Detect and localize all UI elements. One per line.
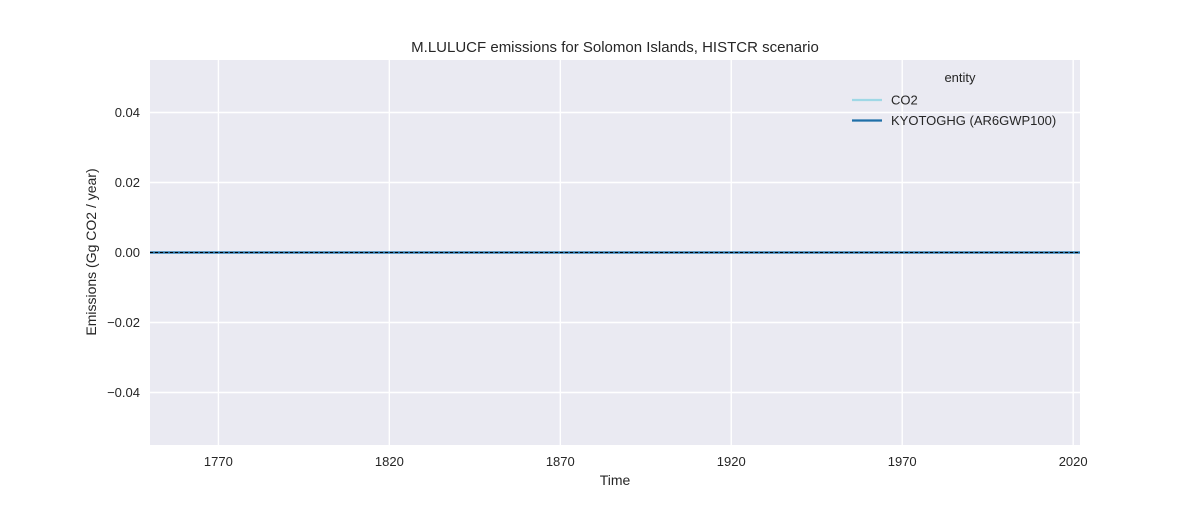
x-axis-label: Time [600, 472, 631, 488]
y-tick-label: 0.02 [115, 175, 140, 190]
y-tick-label: 0.00 [115, 245, 140, 260]
y-tick-label: −0.04 [107, 385, 140, 400]
x-tick-label: 1970 [888, 454, 917, 469]
x-tick-label: 2020 [1059, 454, 1088, 469]
x-tick-label: 1770 [204, 454, 233, 469]
chart-title: M.LULUCF emissions for Solomon Islands, … [411, 39, 819, 56]
x-tick-label: 1920 [717, 454, 746, 469]
x-tick-label: 1820 [375, 454, 404, 469]
y-tick-labels: 0.04 0.02 0.00 −0.02 −0.04 [107, 105, 140, 400]
y-tick-label: −0.02 [107, 315, 140, 330]
legend-entries: CO2 KYOTOGHG (AR6GWP100) [852, 93, 1056, 128]
x-tick-labels: 1770 1820 1870 1920 1970 2020 [204, 454, 1088, 469]
legend: entity CO2 KYOTOGHG (AR6GWP100) [852, 70, 1056, 128]
legend-label-1: KYOTOGHG (AR6GWP100) [891, 113, 1056, 128]
legend-label-0: CO2 [891, 93, 918, 108]
x-tick-label: 1870 [546, 454, 575, 469]
y-axis-label: Emissions (Gg CO2 / year) [83, 168, 99, 335]
legend-title: entity [944, 70, 976, 85]
y-tick-label: 0.04 [115, 105, 140, 120]
